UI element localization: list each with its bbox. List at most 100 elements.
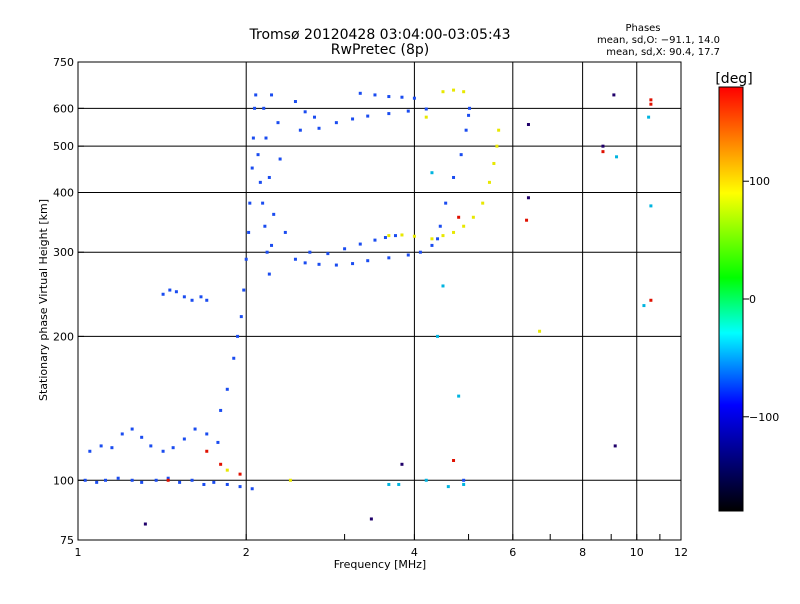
data-point [247, 230, 251, 234]
colorbar-tick-label: 0 [749, 293, 756, 306]
data-point [263, 224, 267, 228]
data-point [254, 93, 258, 97]
y-tick-label: 200 [53, 330, 74, 343]
data-point [418, 250, 422, 254]
data-point [393, 234, 397, 238]
data-point [171, 446, 175, 450]
data-point [317, 126, 321, 130]
data-point [238, 472, 242, 476]
data-point [649, 298, 653, 302]
data-point [647, 115, 651, 119]
data-point [272, 212, 276, 216]
data-point [457, 394, 461, 398]
phase-stats: Phases mean, sd,O: −91.1, 14.0 mean, sd,… [597, 23, 720, 58]
data-point [430, 243, 434, 247]
data-point [236, 334, 240, 338]
data-point [166, 478, 170, 482]
data-point [462, 482, 466, 486]
data-point [351, 117, 355, 121]
data-point [436, 334, 440, 338]
data-point [83, 478, 87, 482]
data-point [298, 128, 302, 132]
x-tick-label: 12 [674, 546, 688, 559]
data-point [293, 257, 297, 261]
colorbar-ticks: 100 0 −100 [743, 175, 779, 424]
x-tick-label: 2 [243, 546, 250, 559]
x-tick-label: 1 [75, 546, 82, 559]
data-point [317, 262, 321, 266]
data-point [444, 201, 448, 205]
data-point [312, 115, 316, 119]
data-point [250, 166, 254, 170]
data-point [219, 462, 223, 466]
data-point [140, 480, 144, 484]
data-point [441, 234, 445, 238]
data-point [161, 449, 165, 453]
data-point [462, 478, 466, 482]
data-point [373, 93, 377, 97]
data-point [149, 444, 153, 448]
data-point [216, 440, 220, 444]
data-point [366, 114, 370, 118]
data-point [303, 261, 307, 265]
data-point [430, 171, 434, 175]
data-point [270, 93, 274, 97]
phase-stats-o-mode: mean, sd,O: −91.1, 14.0 [597, 35, 720, 46]
data-point [430, 237, 434, 241]
x-axis-ticks: 1 2 4 6 8 10 12 [75, 534, 688, 559]
data-point [462, 224, 466, 228]
data-point [182, 295, 186, 299]
y-tick-label: 500 [53, 140, 74, 153]
data-point [110, 446, 114, 450]
data-point [366, 259, 370, 263]
data-point [225, 468, 229, 472]
data-point [130, 478, 134, 482]
data-point [239, 315, 243, 319]
data-point [487, 180, 491, 184]
data-point [358, 91, 362, 95]
data-point [613, 444, 617, 448]
data-point [288, 478, 292, 482]
data-point [446, 485, 450, 489]
data-point [168, 288, 172, 292]
data-point [258, 180, 262, 184]
data-point [178, 480, 182, 484]
data-point [601, 144, 605, 148]
data-point [225, 482, 229, 486]
data-point [441, 284, 445, 288]
data-point [205, 298, 209, 302]
data-point [452, 88, 456, 92]
data-point [471, 215, 475, 219]
x-tick-label: 8 [579, 546, 586, 559]
data-point [166, 476, 170, 480]
data-point [526, 196, 530, 200]
data-point [104, 478, 108, 482]
data-point [238, 485, 242, 489]
data-point [649, 204, 653, 208]
y-tick-label: 300 [53, 246, 74, 259]
data-point [412, 234, 416, 238]
data-point [497, 128, 501, 132]
data-point [526, 123, 530, 127]
data-point [232, 356, 236, 360]
data-point [293, 100, 297, 104]
data-point [649, 98, 653, 102]
data-point [334, 263, 338, 267]
data-point [387, 95, 391, 99]
phase-stats-x-mode: mean, sd,X: 90.4, 17.7 [606, 47, 720, 58]
data-point [278, 157, 282, 161]
data-point [400, 95, 404, 99]
colorbar-tick-label: −100 [749, 411, 779, 424]
data-point [190, 298, 194, 302]
data-point [387, 256, 391, 260]
data-point [219, 408, 223, 412]
data-point [326, 252, 330, 256]
data-point [248, 201, 252, 205]
data-point [467, 113, 471, 117]
data-point [116, 476, 120, 480]
data-point [369, 517, 373, 521]
data-point [143, 522, 147, 526]
data-point [99, 444, 103, 448]
data-point [387, 482, 391, 486]
data-point [387, 234, 391, 238]
